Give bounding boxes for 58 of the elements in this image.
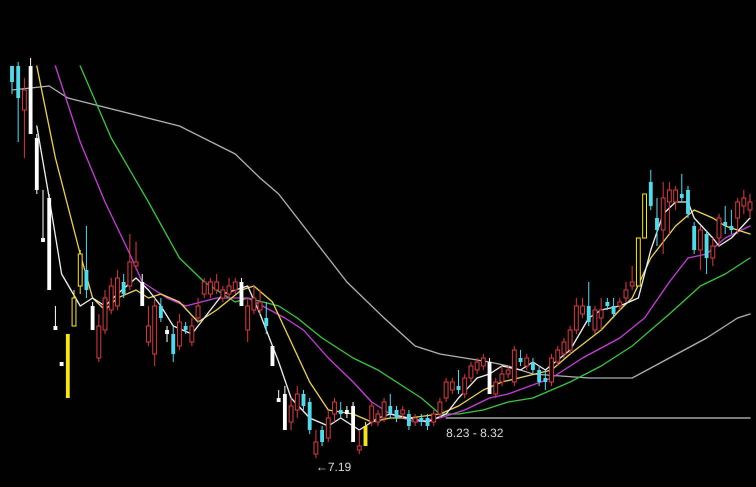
candlestick xyxy=(617,298,622,310)
candlestick xyxy=(388,394,392,418)
candlestick xyxy=(412,414,418,426)
candlestick xyxy=(270,346,274,366)
candlestick xyxy=(177,314,182,350)
candlestick xyxy=(612,298,616,318)
candlestick xyxy=(240,278,244,306)
candlestick xyxy=(723,206,728,234)
candlestick xyxy=(648,170,653,210)
candlestick xyxy=(313,430,318,458)
candlestick xyxy=(196,298,200,322)
annotation: 8.23 - 8.32 xyxy=(446,426,504,440)
candlestick xyxy=(605,298,610,310)
candlestick xyxy=(729,210,734,234)
candlestick xyxy=(165,326,169,342)
candlestick xyxy=(426,414,430,430)
candlestick xyxy=(698,226,703,270)
candlestick xyxy=(189,318,194,346)
candlestick xyxy=(655,198,659,246)
candlestick xyxy=(122,274,126,298)
candlestick xyxy=(84,226,88,298)
candlestick xyxy=(41,190,45,242)
candlestick xyxy=(524,354,530,370)
candlestick xyxy=(184,322,188,334)
candlestick xyxy=(326,410,331,442)
candlestick xyxy=(158,298,163,322)
candlestick xyxy=(537,366,542,386)
candlestick xyxy=(140,274,144,306)
candlestick xyxy=(456,370,460,394)
candlestick xyxy=(394,406,398,422)
candlestick xyxy=(22,78,27,158)
candlestick xyxy=(356,430,362,454)
candlestick xyxy=(716,214,722,246)
candlestick xyxy=(531,358,535,374)
candlestick xyxy=(692,222,696,254)
candlestick xyxy=(364,422,368,446)
text: ←7.19 xyxy=(316,460,352,474)
candlestick xyxy=(344,406,349,418)
candlestick xyxy=(586,282,591,326)
candlestick xyxy=(10,66,14,94)
candlestick xyxy=(419,414,424,426)
candlestick xyxy=(400,406,406,418)
candlestick xyxy=(171,326,176,362)
candlestick xyxy=(302,390,306,410)
candlestick xyxy=(704,230,709,274)
candlestick xyxy=(624,282,628,302)
candlestick xyxy=(53,306,58,330)
candlestick xyxy=(543,370,548,390)
candlestick xyxy=(406,410,411,430)
candlestick xyxy=(518,350,522,366)
candlestick xyxy=(338,402,343,418)
candlestick xyxy=(686,186,690,218)
candlestick xyxy=(680,174,684,202)
candlestick xyxy=(710,238,716,266)
candlestick xyxy=(264,302,268,334)
candlestick xyxy=(90,302,95,330)
candlestick xyxy=(332,398,337,422)
candlestick xyxy=(320,426,324,446)
